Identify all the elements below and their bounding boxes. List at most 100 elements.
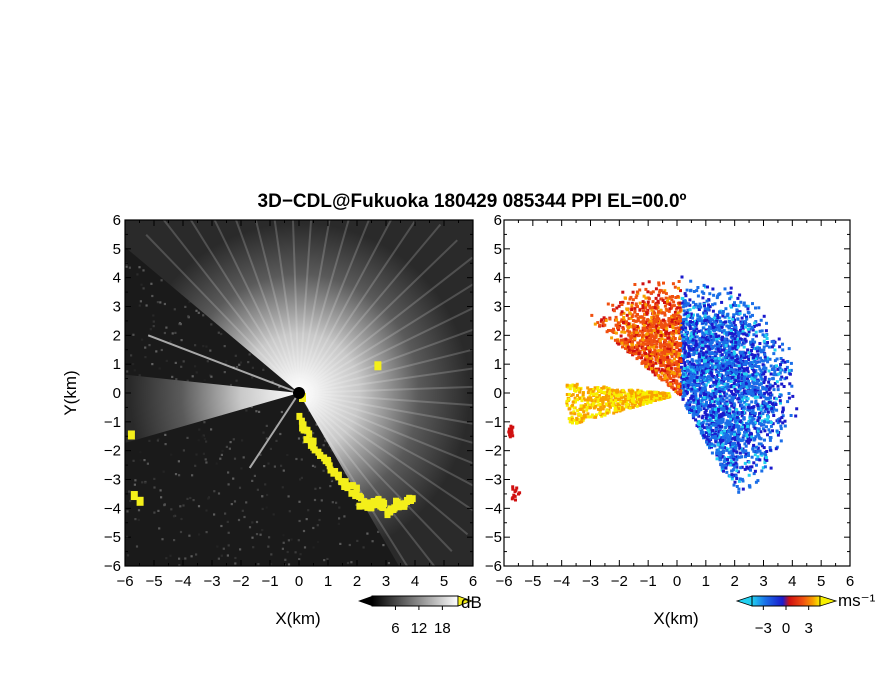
- velocity-pixel: [714, 392, 718, 396]
- noise-pixel: [297, 539, 300, 542]
- noise-pixel: [270, 553, 273, 556]
- velocity-pixel: [660, 371, 664, 375]
- noise-pixel: [201, 435, 204, 438]
- velocity-pixel: [732, 360, 736, 364]
- velocity-pixel: [756, 419, 760, 423]
- velocity-pixel: [680, 369, 684, 373]
- velocity-pixel: [711, 435, 715, 439]
- velocity-pixel: [741, 326, 745, 330]
- velocity-pixel: [692, 290, 696, 293]
- velocity-pixel: [737, 304, 741, 308]
- velocity-pixel: [712, 293, 716, 297]
- velocity-pixel: [748, 408, 752, 412]
- velocity-pixel: [727, 368, 731, 372]
- velocity-pixel: [687, 352, 691, 356]
- velocity-pixel: [754, 369, 758, 373]
- noise-pixel: [143, 459, 146, 462]
- velocity-pixel: [708, 397, 712, 401]
- velocity-pixel: [676, 342, 680, 346]
- velocity-pixel: [709, 402, 712, 406]
- velocity-pixel: [752, 368, 756, 372]
- velocity-pixel: [718, 387, 722, 391]
- velocity-pixel: [763, 378, 767, 382]
- velocity-pixel: [720, 300, 724, 304]
- velocity-pixel: [716, 443, 720, 447]
- noise-pixel: [280, 464, 283, 467]
- noise-pixel: [219, 457, 222, 460]
- velocity-pixel: [692, 313, 695, 317]
- velocity-pixel: [711, 414, 715, 418]
- velocity-pixel: [719, 431, 723, 435]
- velocity-pixel: [740, 397, 744, 401]
- velocity-pixel: [699, 319, 703, 323]
- velocity-pixel: [705, 422, 709, 426]
- velocity-pixel: [682, 372, 686, 376]
- velocity-pixel: [759, 430, 763, 434]
- velocity-pixel: [689, 373, 693, 377]
- velocity-pixel: [740, 427, 743, 431]
- velocity-pixel: [742, 424, 746, 427]
- velocity-pixel: [775, 429, 779, 433]
- velocity-pixel: [774, 397, 778, 401]
- velocity-pixel: [753, 340, 757, 344]
- velocity-pixel: [758, 360, 762, 364]
- velocity-pixel: [628, 334, 632, 338]
- velocity-pixel: [719, 413, 723, 417]
- velocity-pixel: [781, 406, 785, 410]
- noise-pixel: [139, 451, 142, 454]
- velocity-pixel: [754, 334, 758, 338]
- velocity-pixel: [754, 401, 758, 405]
- velocity-pixel: [753, 392, 757, 396]
- noise-pixel: [139, 459, 142, 462]
- velocity-pixel: [639, 320, 643, 324]
- noise-pixel: [326, 557, 329, 561]
- velocity-pixel: [762, 423, 766, 427]
- velocity-pixel: [691, 322, 695, 326]
- velocity-pixel: [725, 324, 729, 328]
- velocity-pixel: [637, 342, 641, 346]
- velocity-pixel: [702, 404, 706, 408]
- velocity-pixel: [615, 306, 619, 310]
- velocity-pixel: [760, 329, 764, 333]
- velocity-pixel: [717, 408, 721, 411]
- noise-pixel: [159, 301, 162, 304]
- velocity-pixel: [746, 374, 750, 378]
- velocity-pixel: [639, 315, 642, 319]
- noise-pixel: [165, 326, 168, 329]
- velocity-pixel: [754, 323, 758, 327]
- noise-pixel: [251, 536, 254, 539]
- velocity-pixel: [711, 346, 715, 349]
- velocity-pixel: [665, 323, 669, 327]
- velocity-pixel: [693, 329, 696, 333]
- clutter-pixel: [375, 497, 381, 505]
- velocity-pixel: [630, 306, 634, 310]
- velocity-pixel: [690, 409, 694, 412]
- velocity-pixel: [738, 477, 742, 481]
- velocity-pixel: [660, 351, 664, 355]
- velocity-pixel: [688, 354, 692, 358]
- velocity-pixel: [681, 305, 685, 309]
- velocity-pixel: [725, 342, 729, 346]
- velocity-pixel: [761, 412, 765, 416]
- velocity-pixel: [622, 321, 625, 324]
- noise-pixel: [128, 490, 131, 493]
- velocity-pixel: [732, 461, 736, 465]
- velocity-pixel: [750, 326, 754, 330]
- clutter-pixel: [358, 494, 364, 502]
- velocity-pixel: [740, 316, 744, 320]
- noise-pixel: [286, 550, 289, 554]
- velocity-pixel: [718, 350, 722, 354]
- velocity-pixel: [718, 364, 722, 368]
- velocity-pixel: [749, 418, 753, 422]
- velocity-pixel: [765, 321, 768, 325]
- velocity-pixel: [734, 325, 738, 329]
- velocity-pixel: [704, 330, 708, 334]
- velocity-pixel: [787, 347, 791, 351]
- velocity-pixel: [759, 369, 763, 373]
- velocity-pixel: [631, 290, 635, 294]
- velocity-pixel: [759, 318, 763, 322]
- noise-pixel: [202, 314, 205, 317]
- velocity-pixel: [642, 294, 646, 298]
- velocity-pixel: [768, 357, 772, 361]
- velocity-pixel: [668, 295, 672, 299]
